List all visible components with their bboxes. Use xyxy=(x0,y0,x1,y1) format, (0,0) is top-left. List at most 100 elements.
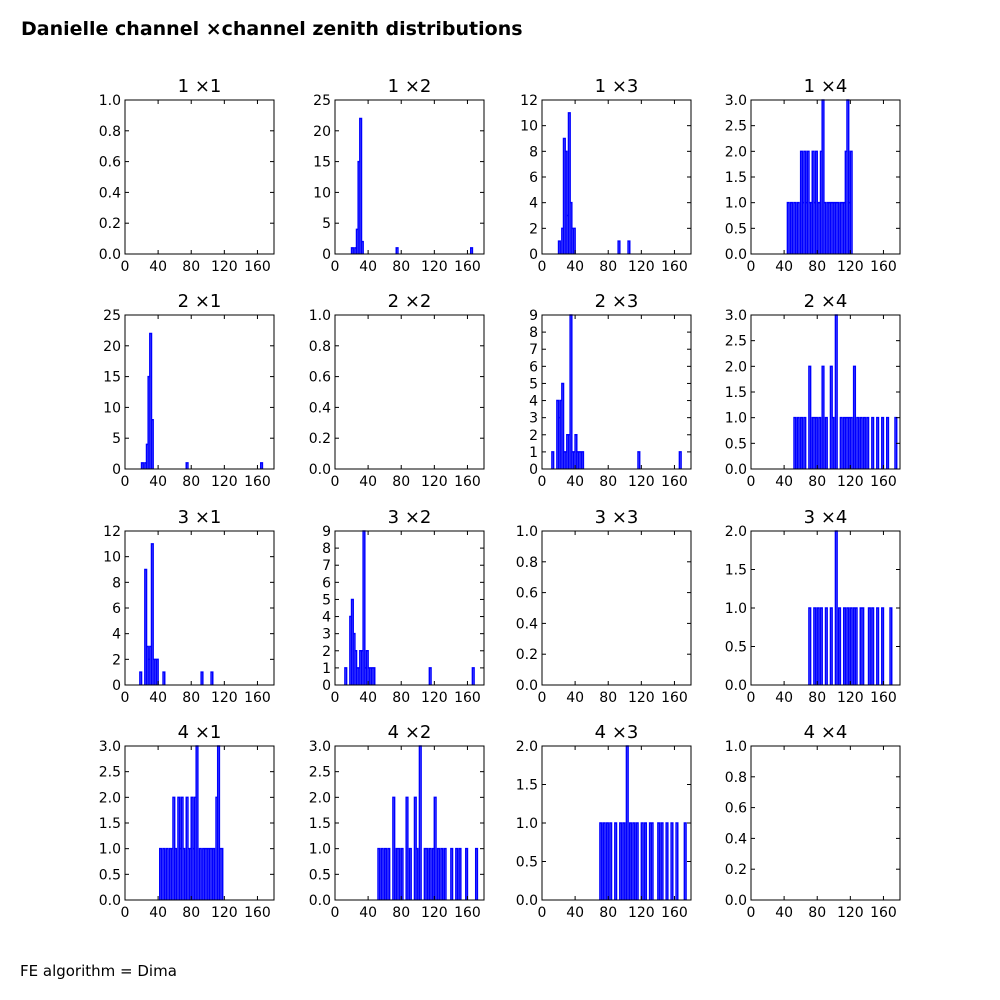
axes-frame xyxy=(750,745,901,901)
y-tick-label: 9 xyxy=(529,308,538,324)
panel-title: 4 ×1 xyxy=(178,722,222,743)
y-tick-label: 4 xyxy=(322,610,331,626)
x-tick-label: 40 xyxy=(359,474,377,490)
x-tick-label: 40 xyxy=(359,905,377,921)
x-tick-label: 80 xyxy=(392,905,410,921)
x-tick-label: 120 xyxy=(211,905,238,921)
y-tick-label: 5 xyxy=(322,216,331,232)
x-tick-label: 120 xyxy=(628,474,655,490)
panel-title: 1 ×1 xyxy=(178,76,222,97)
x-tick-label: 0 xyxy=(747,690,756,706)
histogram-panel: 4 ×4 0 40 80 120 160 0.0 0.2 0.4 0.6 0.8 1.0 xyxy=(725,722,901,921)
x-tick-label: 0 xyxy=(538,690,547,706)
x-tick-label: 80 xyxy=(182,259,200,275)
panel-title: 2 ×3 xyxy=(595,291,639,312)
x-tick-label: 80 xyxy=(182,474,200,490)
y-tick-label: 0.8 xyxy=(99,124,121,140)
y-tick-label: 2.0 xyxy=(309,790,331,806)
y-tick-label: 3 xyxy=(529,411,538,427)
x-tick-label: 160 xyxy=(870,905,897,921)
x-tick-label: 160 xyxy=(454,905,481,921)
y-tick-label: 6 xyxy=(529,359,538,375)
x-tick-label: 0 xyxy=(331,259,340,275)
y-tick-label: 0.0 xyxy=(725,678,747,694)
y-tick-label: 1.5 xyxy=(725,563,747,579)
y-tick-label: 3.0 xyxy=(99,739,121,755)
x-tick-label: 0 xyxy=(538,474,547,490)
y-tick-label: 2.5 xyxy=(99,765,121,781)
y-tick-label: 4 xyxy=(529,196,538,212)
y-tick-label: 0 xyxy=(529,247,538,263)
y-tick-label: 10 xyxy=(313,185,331,201)
y-tick-label: 8 xyxy=(322,541,331,557)
panel-title: 1 ×2 xyxy=(388,76,432,97)
y-tick-label: 0.8 xyxy=(309,339,331,355)
y-tick-label: 0.0 xyxy=(309,462,331,478)
y-tick-label: 0.6 xyxy=(516,586,538,602)
histogram-panel: 3 ×4 0 40 80 120 160 0.0 0.5 1.0 1.5 2.0 xyxy=(725,507,901,706)
y-tick-label: 0.0 xyxy=(725,893,747,909)
y-tick-label: 0.0 xyxy=(725,247,747,263)
panel-title: 3 ×2 xyxy=(388,507,432,528)
y-tick-label: 1 xyxy=(529,445,538,461)
y-tick-label: 0.0 xyxy=(99,247,121,263)
x-tick-label: 120 xyxy=(837,259,864,275)
y-tick-label: 5 xyxy=(322,592,331,608)
y-tick-label: 0.4 xyxy=(99,185,121,201)
y-tick-label: 2.0 xyxy=(99,790,121,806)
x-tick-label: 120 xyxy=(421,474,448,490)
x-tick-label: 40 xyxy=(149,690,167,706)
axes-frame xyxy=(541,99,692,255)
histogram-series xyxy=(377,745,479,900)
histogram-panel: 1 ×4 0 40 80 120 160 0.0 0.5 1.0 1.5 2.0 2.5 3.0 xyxy=(725,76,901,275)
axes-frame xyxy=(334,314,485,470)
histogram-series xyxy=(808,530,893,685)
histogram-panel: 4 ×3 0 40 80 120 160 0.0 0.5 1.0 1.5 2.0 xyxy=(516,722,692,921)
axes-frame xyxy=(334,99,485,255)
x-tick-label: 160 xyxy=(244,905,271,921)
x-tick-label: 40 xyxy=(775,905,793,921)
histogram-series xyxy=(793,314,898,469)
panel-title: 3 ×3 xyxy=(595,507,639,528)
panel-title: 1 ×4 xyxy=(804,76,848,97)
x-tick-label: 160 xyxy=(244,690,271,706)
y-tick-label: 0.0 xyxy=(516,678,538,694)
x-tick-label: 120 xyxy=(211,259,238,275)
y-tick-label: 0.6 xyxy=(99,155,121,171)
y-tick-label: 25 xyxy=(103,308,121,324)
y-tick-label: 0.2 xyxy=(725,862,747,878)
y-tick-label: 0.5 xyxy=(99,867,121,883)
panel-title: 3 ×4 xyxy=(804,507,848,528)
y-tick-label: 0.5 xyxy=(516,855,538,871)
x-tick-label: 160 xyxy=(661,259,688,275)
y-tick-label: 3 xyxy=(322,627,331,643)
x-tick-label: 120 xyxy=(421,259,448,275)
y-tick-label: 1.0 xyxy=(725,601,747,617)
y-tick-label: 4 xyxy=(529,394,538,410)
x-tick-label: 120 xyxy=(211,690,238,706)
y-tick-label: 3.0 xyxy=(309,739,331,755)
y-tick-label: 1.0 xyxy=(516,524,538,540)
y-tick-label: 6 xyxy=(112,601,121,617)
y-tick-label: 1.5 xyxy=(99,816,121,832)
panel-title: 1 ×3 xyxy=(595,76,639,97)
y-tick-label: 25 xyxy=(313,93,331,109)
y-tick-label: 10 xyxy=(520,119,538,135)
x-tick-label: 160 xyxy=(244,259,271,275)
y-tick-label: 0.5 xyxy=(725,640,747,656)
histogram-panel: 1 ×1 0 40 80 120 160 0.0 0.2 0.4 0.6 0.8 1.0 xyxy=(99,76,275,275)
histogram-series xyxy=(551,314,682,469)
histogram-series xyxy=(350,117,474,254)
x-tick-label: 80 xyxy=(808,474,826,490)
y-tick-label: 1.5 xyxy=(309,816,331,832)
axes-frame xyxy=(124,530,275,686)
histogram-series xyxy=(557,112,631,254)
x-tick-label: 40 xyxy=(359,259,377,275)
y-tick-label: 0.5 xyxy=(725,221,747,237)
y-tick-label: 0.0 xyxy=(99,893,121,909)
y-tick-label: 2.0 xyxy=(725,524,747,540)
x-tick-label: 160 xyxy=(870,474,897,490)
histogram-panel: 2 ×1 0 40 80 120 160 0 5 10 15 20 25 xyxy=(103,291,275,490)
x-tick-label: 80 xyxy=(808,905,826,921)
y-tick-label: 1.0 xyxy=(516,816,538,832)
